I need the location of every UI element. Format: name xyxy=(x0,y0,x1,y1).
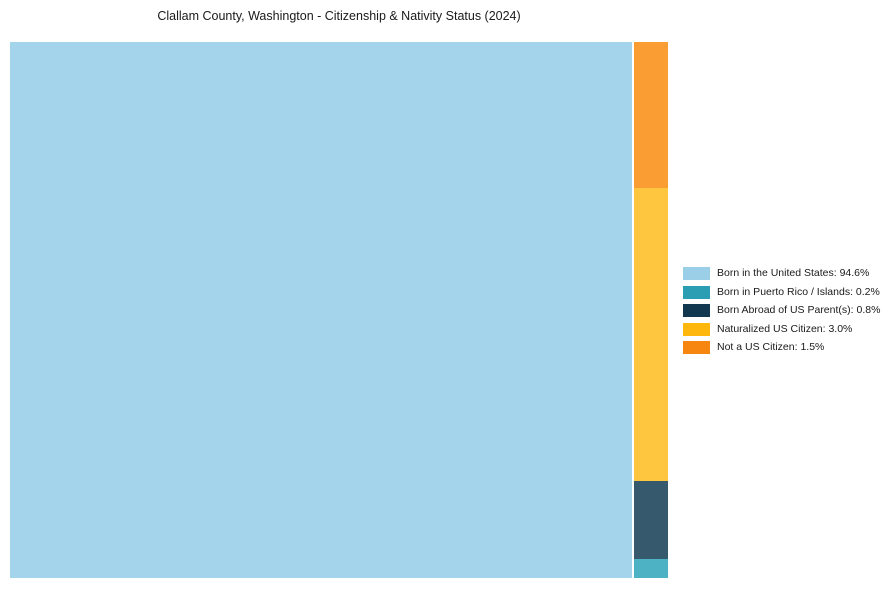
treemap-rect-not-a-us-citizen xyxy=(634,42,668,189)
legend-swatch xyxy=(683,341,710,355)
legend-swatch xyxy=(683,304,710,318)
chart-title: Clallam County, Washington - Citizenship… xyxy=(157,9,521,23)
treemap-minor-column xyxy=(634,42,668,578)
legend-label: Born in the United States: 94.6% xyxy=(717,267,870,279)
treemap-rect-born-abroad-of-us-parents xyxy=(634,480,668,559)
legend-item: Born in Puerto Rico / Islands: 0.2% xyxy=(683,285,880,299)
legend-label: Not a US Citizen: 1.5% xyxy=(717,341,825,354)
legend: Born in the United States: 94.6% Born in… xyxy=(683,267,880,360)
legend-item: Born Abroad of US Parent(s): 0.8% xyxy=(683,304,881,318)
legend-label: Born in Puerto Rico / Islands: 0.2% xyxy=(717,285,880,298)
treemap-rect-naturalized-us-citizen xyxy=(634,188,668,481)
legend-swatch xyxy=(683,322,710,336)
legend-label: Born Abroad of US Parent(s): 0.8% xyxy=(717,304,881,317)
legend-item: Born in the United States: 94.6% xyxy=(683,267,880,280)
legend-item: Naturalized US Citizen: 3.0% xyxy=(683,322,880,336)
treemap xyxy=(10,42,668,578)
legend-swatch xyxy=(683,267,710,280)
legend-item: Not a US Citizen: 1.5% xyxy=(683,341,880,355)
treemap-rect-born-in-puerto-rico-islands xyxy=(634,558,668,578)
legend-label: Naturalized US Citizen: 3.0% xyxy=(717,322,853,335)
legend-swatch xyxy=(683,285,710,299)
treemap-rect-born-in-us xyxy=(10,42,633,578)
